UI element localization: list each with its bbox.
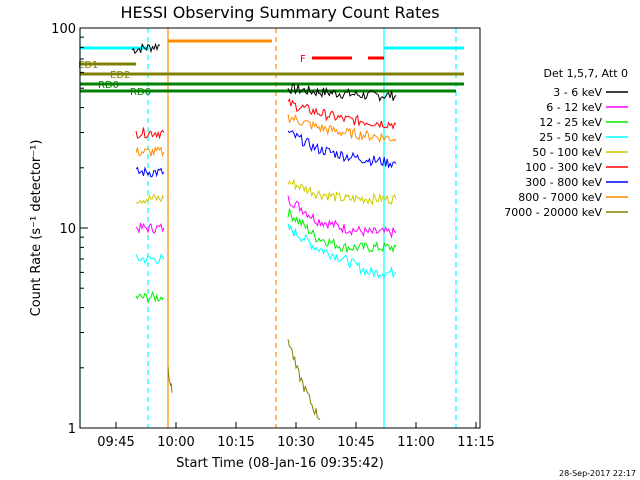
legend-label-6: 300 - 800 keV	[525, 176, 602, 189]
series-line-8-1	[287, 339, 321, 421]
flag-label-2: RD0	[98, 80, 119, 91]
series-line-4-1	[287, 178, 397, 206]
series-line-2-1	[287, 208, 397, 254]
series-line-0-0	[131, 42, 161, 55]
series-line-8-0	[167, 366, 173, 393]
x-tick-label-2: 10:15	[217, 435, 254, 450]
series-line-7-0	[135, 146, 165, 157]
x-axis-label: Start Time (08-Jan-16 09:35:42)	[176, 456, 384, 471]
series-line-1-0	[135, 222, 165, 235]
series-line-4-0	[135, 193, 165, 205]
legend-label-1: 6 - 12 keV	[546, 101, 602, 114]
legend-label-3: 25 - 50 keV	[539, 131, 602, 144]
series-line-3-1	[287, 223, 397, 279]
x-tick-label-5: 11:00	[397, 435, 434, 450]
chart-title: HESSI Observing Summary Count Rates	[120, 3, 439, 22]
series-line-5-1	[287, 97, 397, 131]
legend: Det 1,5,7, Att 0 3 - 6 keV 6 - 12 keV 12 - …	[504, 67, 628, 219]
x-tick-label-1: 10:00	[157, 435, 194, 450]
flag-label-4: F	[300, 54, 306, 65]
series-line-2-0	[135, 290, 165, 304]
x-tick-label-6: 11:15	[457, 435, 494, 450]
legend-label-8: 7000 - 20000 keV	[504, 206, 602, 219]
series-line-6-1	[287, 130, 397, 169]
timestamp-label: 28-Sep-2017 22:17	[559, 469, 636, 478]
x-tick-label-0: 09:45	[97, 435, 134, 450]
legend-label-2: 12 - 25 keV	[539, 116, 602, 129]
x-axis: 09:45 10:00 10:15 10:30 10:45 11:00 11:15	[97, 422, 495, 450]
legend-header: Det 1,5,7, Att 0	[544, 67, 628, 80]
legend-label-0: 3 - 6 keV	[553, 86, 602, 99]
flag-label-1: ED2	[110, 70, 130, 81]
series-line-6-0	[135, 166, 165, 178]
series-line-5-0	[135, 127, 165, 140]
y-tick-label-1: 10	[59, 222, 76, 237]
x-tick-label-4: 10:45	[337, 435, 374, 450]
legend-label-7: 800 - 7000 keV	[518, 191, 602, 204]
y-tick-label-2: 100	[51, 22, 76, 37]
y-tick-label-0: 1	[68, 422, 76, 437]
y-axis-label: Count Rate (s⁻¹ detector⁻¹)	[29, 140, 44, 317]
series-line-0-1	[287, 83, 397, 103]
flag-label-0: ED1	[78, 60, 98, 71]
series-line-1-1	[287, 195, 397, 239]
series-line-3-0	[135, 253, 165, 265]
x-tick-label-3: 10:30	[277, 435, 314, 450]
legend-label-4: 50 - 100 keV	[532, 146, 602, 159]
legend-label-5: 100 - 300 keV	[525, 161, 602, 174]
series-line-7-1	[287, 114, 397, 144]
flag-label-3: RD6	[130, 87, 151, 98]
y-axis: 1 10 100	[51, 22, 88, 437]
